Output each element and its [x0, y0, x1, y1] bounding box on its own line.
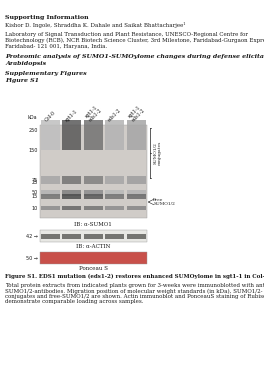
FancyBboxPatch shape: [105, 120, 124, 150]
Text: sgt1-1: sgt1-1: [65, 109, 79, 123]
Text: 10: 10: [31, 206, 37, 210]
FancyBboxPatch shape: [63, 176, 81, 184]
Text: 50 →: 50 →: [26, 256, 37, 260]
Text: sgt1-1
eds1-2: sgt1-1 eds1-2: [127, 104, 146, 123]
Text: Figure S1. EDS1 mutation (eds1-2) restores enhanced SUMOylome in sgt1-1 in Col-0: Figure S1. EDS1 mutation (eds1-2) restor…: [6, 274, 264, 279]
Text: Free
SUMO1/2: Free SUMO1/2: [153, 198, 175, 206]
FancyBboxPatch shape: [84, 190, 103, 196]
FancyBboxPatch shape: [40, 125, 147, 218]
Text: conjugates and free-SUMO1/2 are shown. Actin immunoblot and PonceauS staining of: conjugates and free-SUMO1/2 are shown. A…: [6, 294, 264, 299]
FancyBboxPatch shape: [127, 194, 146, 198]
FancyBboxPatch shape: [63, 206, 81, 210]
Text: Supporting Information: Supporting Information: [6, 15, 89, 20]
Text: demonstrate comparable loading across samples.: demonstrate comparable loading across sa…: [6, 300, 144, 304]
FancyBboxPatch shape: [84, 120, 103, 150]
Text: 42 →: 42 →: [26, 233, 37, 238]
FancyBboxPatch shape: [105, 176, 124, 184]
Text: Ponceau S: Ponceau S: [79, 266, 108, 271]
Text: Figure S1: Figure S1: [6, 78, 40, 83]
Text: Biotechnology (RCB), NCR Biotech Science Cluster, 3rd Milestone, Faridabad-Gurga: Biotechnology (RCB), NCR Biotech Science…: [6, 38, 264, 43]
FancyBboxPatch shape: [105, 206, 124, 210]
Text: IB: α-ACTIN: IB: α-ACTIN: [76, 244, 111, 249]
Text: eds1-2: eds1-2: [107, 108, 122, 123]
FancyBboxPatch shape: [105, 190, 124, 196]
Text: Laboratory of Signal Transduction and Plant Resistance, UNESCO-Regional Centre f: Laboratory of Signal Transduction and Pl…: [6, 32, 248, 37]
FancyBboxPatch shape: [63, 120, 81, 150]
FancyBboxPatch shape: [63, 190, 81, 196]
FancyBboxPatch shape: [84, 234, 103, 239]
Text: IB: α-SUMO1: IB: α-SUMO1: [74, 222, 112, 227]
Text: 15: 15: [31, 194, 37, 198]
Text: SUMO1/2
conjugates: SUMO1/2 conjugates: [153, 141, 162, 165]
FancyBboxPatch shape: [63, 234, 81, 239]
FancyBboxPatch shape: [127, 190, 146, 196]
Text: 250: 250: [28, 128, 37, 132]
FancyBboxPatch shape: [127, 234, 146, 239]
FancyBboxPatch shape: [41, 206, 60, 210]
Text: Proteomic analysis of SUMO1-SUMOylome changes during defense elicitation in: Proteomic analysis of SUMO1-SUMOylome ch…: [6, 54, 264, 59]
Text: 75: 75: [31, 178, 37, 182]
Text: kDa: kDa: [28, 115, 37, 120]
Text: Total protein extracts from indicated plants grown for 3-weeks were immunoblotte: Total protein extracts from indicated pl…: [6, 283, 264, 288]
FancyBboxPatch shape: [40, 230, 147, 242]
Text: 25: 25: [31, 181, 37, 185]
FancyBboxPatch shape: [41, 190, 60, 196]
FancyBboxPatch shape: [84, 194, 103, 198]
Text: sgt1-1
eds1-2: sgt1-1 eds1-2: [84, 104, 103, 123]
Text: 150: 150: [28, 147, 37, 153]
FancyBboxPatch shape: [41, 234, 60, 239]
FancyBboxPatch shape: [84, 206, 103, 210]
FancyBboxPatch shape: [40, 252, 147, 264]
FancyBboxPatch shape: [105, 234, 124, 239]
Text: SUMO1/2-antibodies. Migration position of molecular weight standards (in kDa), S: SUMO1/2-antibodies. Migration position o…: [6, 288, 263, 294]
Text: 50: 50: [31, 191, 37, 195]
FancyBboxPatch shape: [41, 194, 60, 198]
Text: Arabidopsis: Arabidopsis: [6, 61, 46, 66]
FancyBboxPatch shape: [127, 206, 146, 210]
FancyBboxPatch shape: [41, 120, 60, 150]
Text: Col-0: Col-0: [44, 110, 57, 123]
Text: Faridabad- 121 001, Haryana, India.: Faridabad- 121 001, Haryana, India.: [6, 44, 108, 49]
FancyBboxPatch shape: [127, 176, 146, 184]
Text: Supplementary Figures: Supplementary Figures: [6, 71, 87, 76]
FancyBboxPatch shape: [84, 176, 103, 184]
FancyBboxPatch shape: [127, 120, 146, 150]
Text: Kishor D. Ingole, Shraddha K. Dahale and Saikat Bhattacharjee¹: Kishor D. Ingole, Shraddha K. Dahale and…: [6, 22, 186, 28]
FancyBboxPatch shape: [105, 194, 124, 198]
FancyBboxPatch shape: [63, 194, 81, 198]
FancyBboxPatch shape: [41, 176, 60, 184]
